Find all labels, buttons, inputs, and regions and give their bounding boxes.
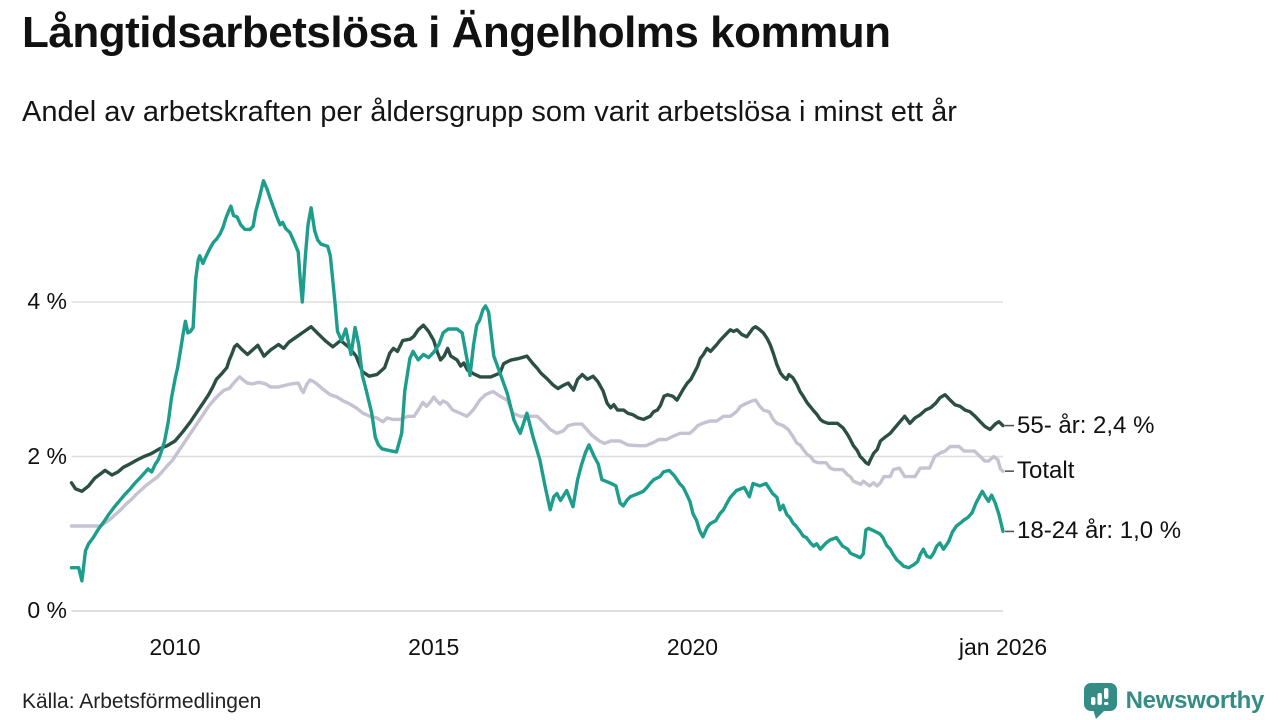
x-tick-label-2026: jan 2026: [958, 634, 1048, 660]
x-tick-label-2010: 2010: [149, 634, 201, 660]
page-title: Långtidsarbetslösa i Ängelholms kommun: [22, 8, 891, 57]
y-tick-label-4: 4 %: [27, 288, 67, 314]
source-note: Källa: Arbetsförmedlingen: [22, 690, 262, 713]
series-line-55-ar: [69, 323, 1005, 493]
series-end-label-55-ar: 55- år: 2,4 %: [1017, 411, 1155, 439]
newsworthy-icon: [1083, 683, 1117, 719]
brand-logo: Newsworthy: [1083, 682, 1264, 720]
page-subtitle: Andel av arbetskraften per åldersgrupp s…: [22, 96, 957, 128]
series-line-totalt: [69, 375, 1005, 528]
brand-name: Newsworthy: [1125, 687, 1265, 714]
series-line-18-24-ar: [69, 179, 1005, 583]
x-tick-label-2015: 2015: [408, 634, 460, 660]
x-tick-label-2020: 2020: [666, 634, 719, 660]
series-end-label-totalt: Totalt: [1017, 457, 1075, 485]
y-tick-label-0: 0 %: [27, 597, 67, 623]
y-tick-label-2: 2 %: [27, 442, 67, 469]
series-end-label-18-24-ar: 18-24 år: 1,0 %: [1017, 517, 1182, 545]
